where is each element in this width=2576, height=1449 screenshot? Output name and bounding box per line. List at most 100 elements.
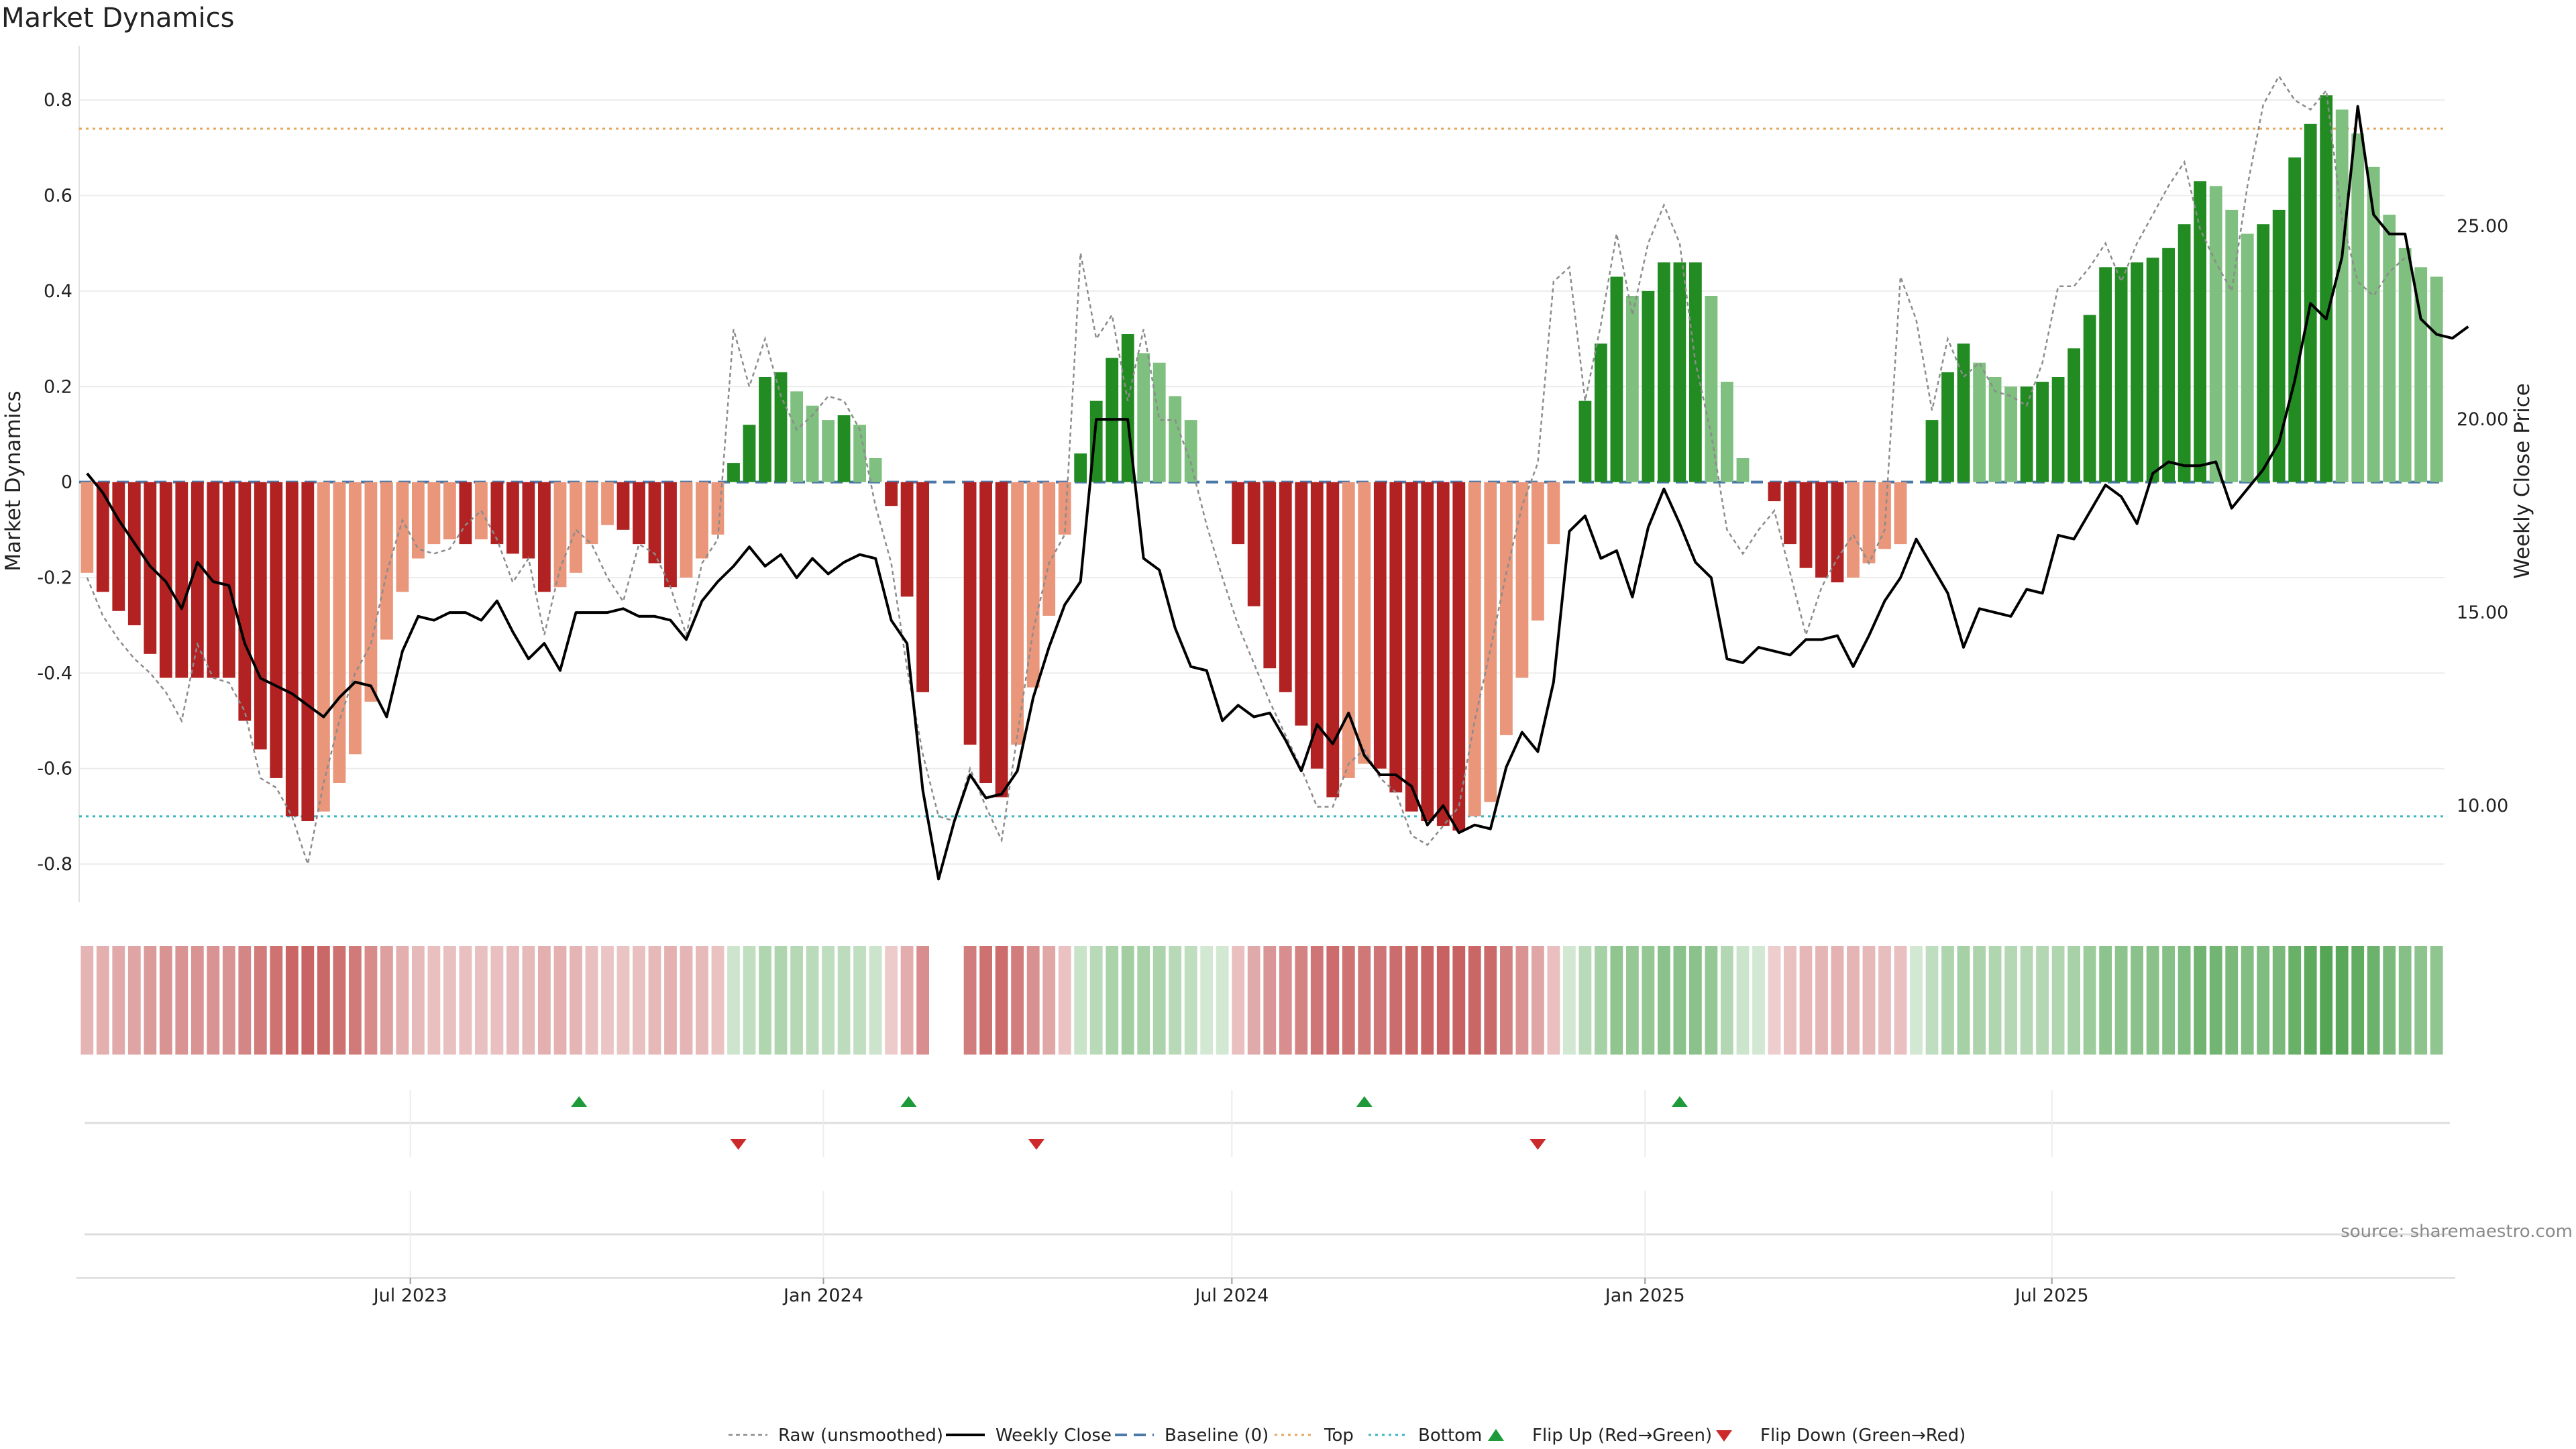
bar bbox=[1925, 420, 1939, 482]
bar bbox=[1799, 482, 1813, 568]
legend-label-baseline: Baseline (0) bbox=[1165, 1426, 1269, 1446]
heat-cell bbox=[664, 946, 677, 1055]
bar bbox=[664, 482, 677, 588]
flip-markers bbox=[85, 1096, 2450, 1150]
heat-cell bbox=[1784, 946, 1796, 1055]
heat-cell bbox=[1925, 946, 1939, 1055]
bar bbox=[2272, 209, 2286, 482]
x-tick-label-3: Jan 2025 bbox=[1604, 1285, 1685, 1306]
bar bbox=[1232, 482, 1245, 545]
bar bbox=[506, 482, 519, 554]
heat-cell bbox=[1326, 946, 1340, 1055]
heat-cell bbox=[1436, 946, 1450, 1055]
bar bbox=[191, 482, 204, 678]
heat-cell bbox=[1295, 946, 1308, 1055]
heat-cell bbox=[1405, 946, 1418, 1055]
bar bbox=[2036, 382, 2049, 482]
heat-cell bbox=[1026, 946, 1040, 1055]
flip-down-marker bbox=[1028, 1139, 1044, 1150]
heat-cell bbox=[2036, 946, 2049, 1055]
x-tick-label-2: Jul 2024 bbox=[1193, 1285, 1269, 1306]
bar bbox=[2162, 248, 2175, 482]
heat-cell bbox=[916, 946, 929, 1055]
heat-cell bbox=[601, 946, 614, 1055]
bar bbox=[1768, 482, 1781, 502]
heat-cell bbox=[96, 946, 109, 1055]
heat-cell bbox=[1578, 946, 1592, 1055]
heat-cell bbox=[1894, 946, 1907, 1055]
heat-cell bbox=[2241, 946, 2254, 1055]
bar bbox=[1247, 482, 1260, 606]
heat-cell bbox=[412, 946, 425, 1055]
raw-series bbox=[86, 74, 2406, 868]
heat-cell bbox=[1515, 946, 1529, 1055]
heat-cell bbox=[2194, 946, 2206, 1055]
heat-cell bbox=[443, 946, 456, 1055]
bar bbox=[570, 482, 582, 573]
bar bbox=[774, 372, 788, 482]
bar bbox=[1815, 482, 1828, 578]
heat-cell bbox=[570, 946, 582, 1055]
bar bbox=[1042, 482, 1056, 616]
heat-cell bbox=[2288, 946, 2302, 1055]
heat-cell bbox=[1184, 946, 1197, 1055]
bar bbox=[2194, 181, 2206, 482]
heat-cell bbox=[2004, 946, 2017, 1055]
bar bbox=[459, 482, 472, 545]
bar bbox=[1484, 482, 1497, 802]
heat-cell bbox=[1941, 946, 1954, 1055]
heat-cell bbox=[1973, 946, 1986, 1055]
heat-cell bbox=[1106, 946, 1119, 1055]
heat-cell bbox=[144, 946, 157, 1055]
bar bbox=[1862, 482, 1876, 564]
bar bbox=[1358, 482, 1371, 764]
heat-cell bbox=[285, 946, 299, 1055]
heat-cell bbox=[1310, 946, 1324, 1055]
bar bbox=[1405, 482, 1418, 812]
bar bbox=[1673, 262, 1686, 482]
heat-cell bbox=[727, 946, 740, 1055]
heat-cell bbox=[2367, 946, 2380, 1055]
bar bbox=[443, 482, 456, 539]
heat-cell bbox=[270, 946, 283, 1055]
bar bbox=[790, 391, 803, 482]
legend-label-close: Weekly Close bbox=[996, 1426, 1112, 1446]
heat-cell bbox=[2146, 946, 2159, 1055]
heat-cell bbox=[1610, 946, 1623, 1055]
bar bbox=[601, 482, 614, 525]
heat-cell bbox=[459, 946, 472, 1055]
heat-cell bbox=[159, 946, 172, 1055]
bar bbox=[301, 482, 315, 821]
x-tick-label-4: Jul 2025 bbox=[2014, 1285, 2089, 1306]
heat-cell bbox=[427, 946, 441, 1055]
heat-cell bbox=[696, 946, 708, 1055]
bar bbox=[2114, 267, 2128, 482]
bar bbox=[2257, 224, 2270, 482]
bar bbox=[1152, 362, 1166, 482]
heat-cell bbox=[1421, 946, 1434, 1055]
heat-cell bbox=[1626, 946, 1639, 1055]
heat-cell bbox=[979, 946, 992, 1055]
y-axis-label: Market Dynamics bbox=[1, 390, 25, 571]
heat-cell bbox=[2099, 946, 2112, 1055]
heat-cell bbox=[648, 946, 661, 1055]
bar bbox=[979, 482, 992, 783]
bar bbox=[270, 482, 283, 778]
legend-label-flipup: Flip Up (Red→Green) bbox=[1532, 1426, 1712, 1446]
bar bbox=[1957, 343, 1970, 482]
heat-cell bbox=[112, 946, 125, 1055]
bar bbox=[759, 377, 771, 482]
heat-cell bbox=[2178, 946, 2191, 1055]
heat-cell bbox=[1642, 946, 1655, 1055]
heat-cell bbox=[633, 946, 645, 1055]
heat-cell bbox=[711, 946, 724, 1055]
legend-label-bottom: Bottom bbox=[1418, 1426, 1482, 1446]
heat-cell bbox=[774, 946, 788, 1055]
bar bbox=[285, 482, 299, 816]
raw-line bbox=[86, 74, 2406, 868]
bar bbox=[1658, 262, 1670, 482]
heat-cell bbox=[1595, 946, 1607, 1055]
bar bbox=[648, 482, 661, 564]
heat-cell bbox=[1152, 946, 1166, 1055]
